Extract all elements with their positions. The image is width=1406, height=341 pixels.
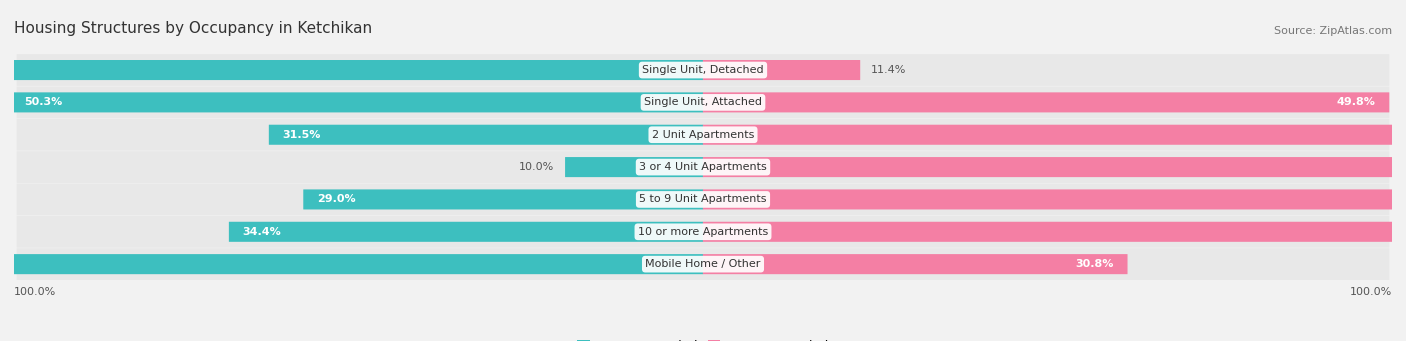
Text: 2 Unit Apartments: 2 Unit Apartments <box>652 130 754 140</box>
Text: Mobile Home / Other: Mobile Home / Other <box>645 259 761 269</box>
Text: Source: ZipAtlas.com: Source: ZipAtlas.com <box>1274 26 1392 36</box>
FancyBboxPatch shape <box>0 254 703 274</box>
Text: 11.4%: 11.4% <box>872 65 907 75</box>
FancyBboxPatch shape <box>10 92 703 113</box>
FancyBboxPatch shape <box>17 54 1389 86</box>
FancyBboxPatch shape <box>703 60 860 80</box>
Text: 49.8%: 49.8% <box>1337 98 1375 107</box>
FancyBboxPatch shape <box>703 189 1406 209</box>
FancyBboxPatch shape <box>703 125 1406 145</box>
FancyBboxPatch shape <box>17 183 1389 215</box>
FancyBboxPatch shape <box>304 189 703 209</box>
FancyBboxPatch shape <box>229 222 703 242</box>
Text: 100.0%: 100.0% <box>14 287 56 297</box>
Text: 3 or 4 Unit Apartments: 3 or 4 Unit Apartments <box>640 162 766 172</box>
FancyBboxPatch shape <box>0 60 703 80</box>
Text: 50.3%: 50.3% <box>24 98 62 107</box>
FancyBboxPatch shape <box>17 151 1389 183</box>
FancyBboxPatch shape <box>17 216 1389 248</box>
Text: Housing Structures by Occupancy in Ketchikan: Housing Structures by Occupancy in Ketch… <box>14 21 373 36</box>
Text: 10 or more Apartments: 10 or more Apartments <box>638 227 768 237</box>
FancyBboxPatch shape <box>17 248 1389 280</box>
Text: Single Unit, Detached: Single Unit, Detached <box>643 65 763 75</box>
Text: Single Unit, Attached: Single Unit, Attached <box>644 98 762 107</box>
FancyBboxPatch shape <box>269 125 703 145</box>
FancyBboxPatch shape <box>703 254 1128 274</box>
FancyBboxPatch shape <box>703 222 1406 242</box>
FancyBboxPatch shape <box>565 157 703 177</box>
Text: 31.5%: 31.5% <box>283 130 321 140</box>
Text: 5 to 9 Unit Apartments: 5 to 9 Unit Apartments <box>640 194 766 205</box>
Text: 30.8%: 30.8% <box>1076 259 1114 269</box>
Text: 34.4%: 34.4% <box>243 227 281 237</box>
FancyBboxPatch shape <box>703 92 1389 113</box>
Text: 29.0%: 29.0% <box>318 194 356 205</box>
FancyBboxPatch shape <box>703 157 1406 177</box>
Legend: Owner-occupied, Renter-occupied: Owner-occupied, Renter-occupied <box>572 335 834 341</box>
Text: 10.0%: 10.0% <box>519 162 554 172</box>
FancyBboxPatch shape <box>17 87 1389 118</box>
FancyBboxPatch shape <box>17 119 1389 151</box>
Text: 100.0%: 100.0% <box>1350 287 1392 297</box>
